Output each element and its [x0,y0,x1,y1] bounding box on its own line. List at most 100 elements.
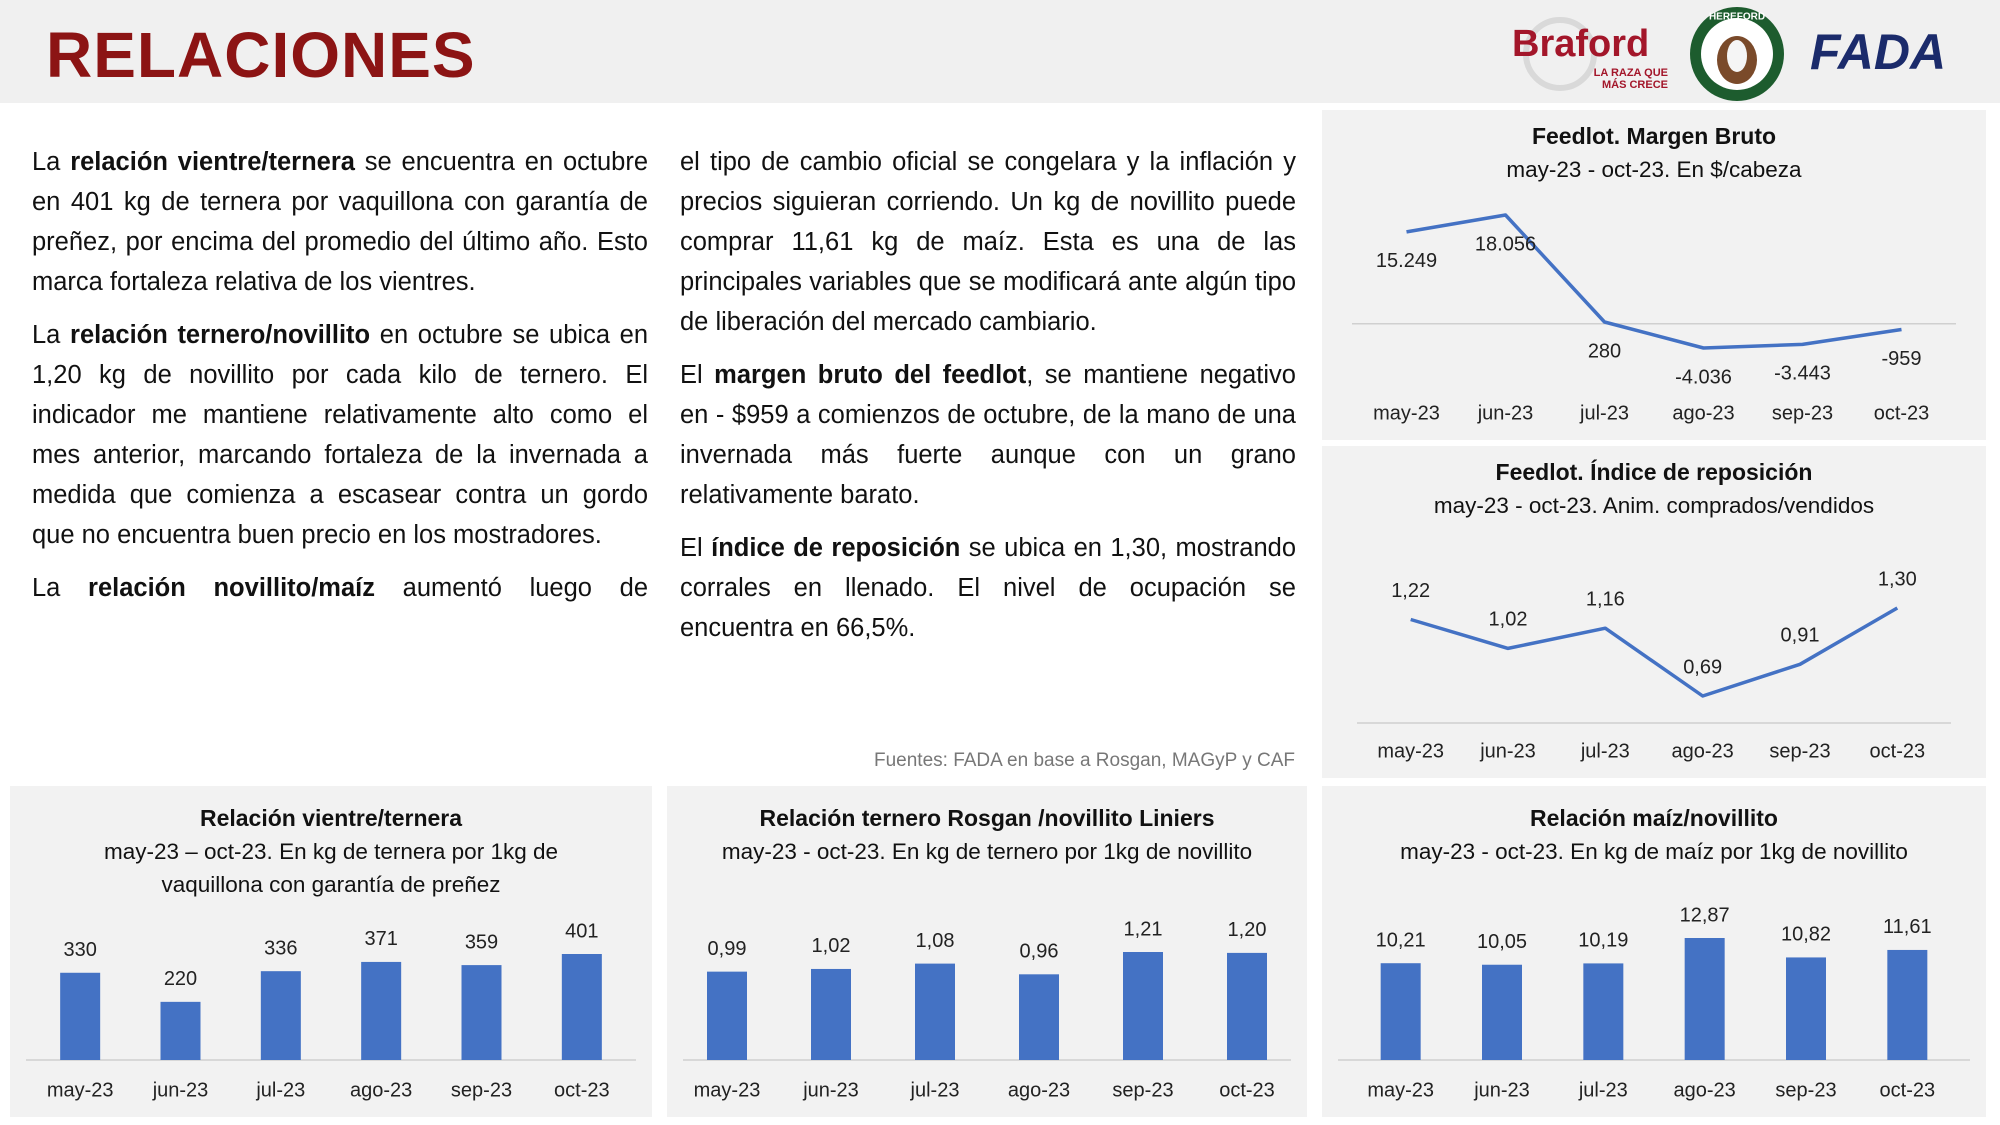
chart-title: Relación ternero Rosgan /novillito Linie… [759,805,1215,831]
data-label: 0,99 [708,938,747,960]
fada-logo: FADA [1810,24,1946,80]
x-tick-label: oct-23 [1870,740,1926,762]
chart: may-23 jun-23 jul-23 ago-23 sep-23 oct-23 330 2… [26,920,636,1101]
braford-mark [1523,17,1597,91]
bar [260,971,301,1060]
data-label: 12,87 [1680,904,1730,926]
x-tick-label: sep-23 [451,1079,512,1101]
x-tick-label: jun-23 [1479,740,1536,762]
data-label: 1,08 [916,930,955,952]
chart-subtitle: may-23 – oct-23. En kg de ternera por 1k… [103,839,558,897]
x-tick-label: oct-23 [1880,1079,1936,1101]
bar [1684,938,1725,1060]
x-tick-label: sep-23 [1772,402,1833,424]
data-label: 280 [1588,340,1621,362]
x-tick-label: oct-23 [554,1079,610,1101]
bar [1123,952,1163,1060]
data-label: 15.249 [1376,250,1437,272]
x-tick-label: sep-23 [1775,1079,1836,1101]
x-tick-label: ago-23 [1672,740,1734,762]
chart: may-23 jun-23 jul-23 ago-23 sep-23 oct-23 1,22… [1357,568,1951,762]
data-label: 1,20 [1228,919,1267,941]
logos: Braford LA RAZA QUE MÁS CRECE HEREFORD F… [1512,7,1946,101]
text-column: el tipo de cambio oficial se congelara y… [680,142,1296,661]
chart-title: Feedlot. Índice de reposición [1495,459,1813,485]
data-label: 10,19 [1578,930,1628,952]
data-label: -959 [1881,348,1921,370]
bar [60,972,101,1060]
bar [707,971,747,1060]
braford-tagline: LA RAZA QUE [1594,67,1668,79]
text-run: La [32,148,71,176]
data-label: 371 [364,928,397,950]
text-run: el tipo de cambio oficial se congelara y… [680,148,1296,336]
x-tick-label: jul-23 [910,1079,960,1101]
x-tick-label: ago-23 [1674,1079,1736,1101]
paragraph: La relación novillito/maíz aumentó luego… [32,568,648,608]
x-tick-label: may-23 [1373,402,1440,424]
text-run: aumentó luego de [375,574,648,602]
x-tick-label: may-23 [1377,740,1444,762]
text-column: La relación vientre/ternera se encuentra… [32,142,648,621]
text-run: La [32,321,71,349]
chart-panel: may-23 jun-23 jul-23 ago-23 sep-23 oct-23 15.2… [1322,110,1986,440]
chart-title: Relación maíz/novillito [1530,805,1778,831]
paragraph: El índice de reposición se ubica en 1,30… [680,528,1296,648]
data-label: 1,21 [1124,918,1163,940]
x-tick-label: jul-23 [1578,1079,1628,1101]
x-tick-label: may-23 [694,1079,761,1101]
data-label: 220 [164,968,197,990]
bold-text: relación vientre/ternera [70,148,355,176]
bar [915,963,955,1060]
hereford-face [1727,40,1747,72]
chart: may-23 jun-23 jul-23 ago-23 sep-23 oct-23 0,99… [683,918,1291,1101]
bar [361,961,402,1060]
chart-subtitle: may-23 - oct-23. En $/cabeza [1506,157,1802,182]
text-run: en octubre se ubica en 1,20 kg de novill… [32,321,649,549]
x-tick-label: oct-23 [1874,402,1930,424]
x-tick-label: may-23 [1367,1079,1434,1101]
chart-title: Feedlot. Margen Bruto [1531,123,1777,149]
chart-panel: may-23 jun-23 jul-23 ago-23 sep-23 oct-23 10,2… [1322,786,1986,1117]
bar [561,954,602,1060]
chart: may-23 jun-23 jul-23 ago-23 sep-23 oct-23 10,2… [1338,904,1970,1101]
x-tick-label: jun-23 [802,1079,859,1101]
data-label: 11,61 [1883,916,1932,938]
page-title: RELACIONES [46,19,476,91]
x-tick-label: ago-23 [350,1079,412,1101]
chart-panel: may-23 jun-23 jul-23 ago-23 sep-23 oct-23 1,22… [1322,446,1986,778]
data-label: 18.056 [1475,233,1536,255]
chart-title: Relación vientre/ternera [199,805,463,831]
header: RELACIONES Braford LA RAZA QUE MÁS CRECE… [0,0,2000,103]
paragraph: El margen bruto del feedlot, se mantiene… [680,355,1296,515]
bold-text: relación ternero/novillito [70,321,371,349]
x-tick-label: sep-23 [1769,740,1830,762]
data-label: 1,16 [1586,588,1625,610]
bar [1482,964,1522,1060]
x-tick-label: oct-23 [1219,1079,1275,1101]
chart-subtitle: may-23 - oct-23. Anim. comprados/vendido… [1433,493,1875,518]
data-label: -4.036 [1675,366,1732,388]
text-run: El [680,534,712,562]
data-label: 1,22 [1391,580,1430,602]
bar [1583,963,1624,1060]
text-run: , se mantiene negativo en - $959 a comie… [680,361,1296,509]
x-tick-label: jun-23 [1473,1079,1530,1101]
chart: may-23 jun-23 jul-23 ago-23 sep-23 oct-23 15.2… [1352,213,1956,424]
paragraph: el tipo de cambio oficial se congelara y… [680,142,1296,342]
x-tick-label: jul-23 [1580,740,1630,762]
data-label: 10,05 [1477,931,1527,953]
text-run: se encuentra en octubre en 401 kg de ter… [32,148,649,296]
bar [160,1001,201,1060]
chart-subtitle: may-23 - oct-23. En kg de maíz por 1kg d… [1400,839,1908,864]
x-tick-label: jun-23 [152,1079,209,1101]
data-label: 401 [565,920,598,942]
bold-text: margen bruto del feedlot [714,361,1027,389]
text-run: se ubica en 1,30, mostrando corrales en … [680,534,1296,642]
line-series [1410,606,1899,698]
x-tick-label: jun-23 [1477,402,1534,424]
x-tick-label: ago-23 [1008,1079,1070,1101]
bold-text: relación novillito/maíz [88,574,376,602]
text-run: El [680,361,715,389]
